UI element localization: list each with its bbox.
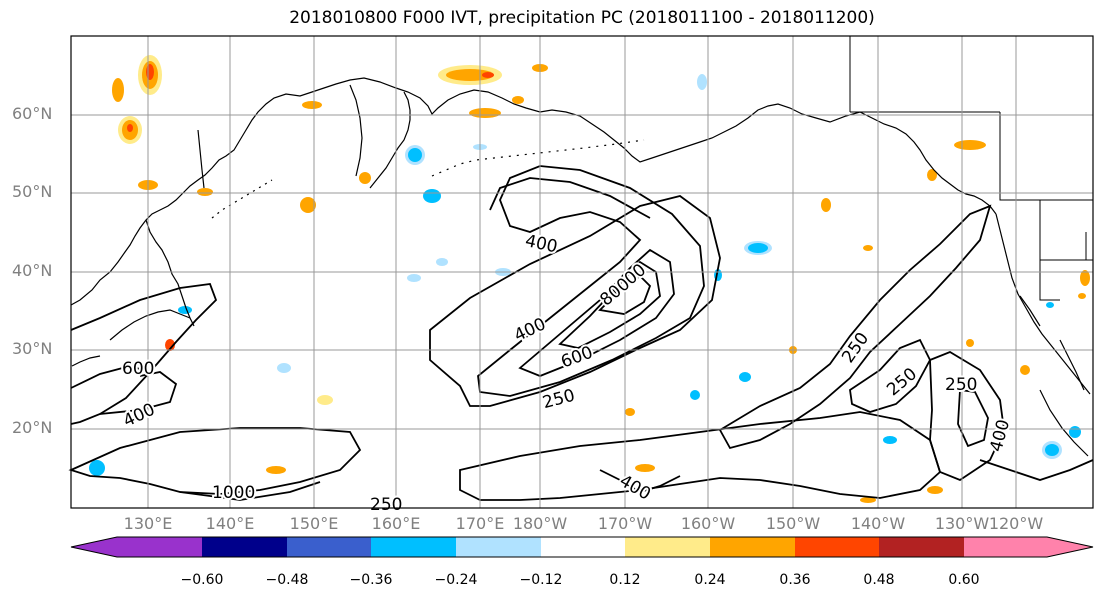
lon-label: 150°E [289,514,339,533]
colorbar-bin [117,537,202,557]
colorbar-tick-label: −0.12 [519,572,563,588]
colorbar-bin [795,537,879,557]
contour-label: 250 [370,495,402,515]
colorbar-tick-label: −0.48 [265,572,309,588]
map-border [70,35,1094,509]
colorbar-tick-label: 0.48 [863,572,895,588]
colorbar-tick-label: −0.24 [434,572,478,588]
lon-label: 140°W [850,514,906,533]
lat-label: 60°N [12,104,53,123]
lon-label: 120°W [988,514,1044,533]
lat-label: 30°N [12,339,53,358]
colorbar-tick-label: 0.36 [779,572,811,588]
lon-label: 160°W [680,514,736,533]
colorbar-bin [287,537,371,557]
lat-label: 50°N [12,182,53,201]
grid-lines [71,36,1093,508]
colorbar-tick-label: 0.24 [694,572,726,588]
lon-label: 170°E [455,514,505,533]
lon-label: 160°E [371,514,421,533]
lon-label: 130°E [123,514,173,533]
lon-label: 180°W [512,514,568,533]
colorbar-extend-low [71,537,117,557]
lon-label: 140°E [205,514,255,533]
lon-label: 130°W [934,514,990,533]
lon-label: 150°W [765,514,821,533]
colorbar-bin [541,537,625,557]
ivt-contours [68,165,1094,501]
colorbar-extend-high [1047,537,1093,557]
colorbar-bin [371,537,456,557]
political-borders [849,36,1093,301]
colorbar-bin [625,537,710,557]
contour-label: 250 [945,375,977,395]
lon-label: 170°W [597,514,653,533]
colorbar-bin [879,537,964,557]
contour-label: 600 [122,359,154,379]
lat-label: 20°N [12,418,53,437]
colorbar [70,536,1094,558]
contour-label: 1000 [212,483,255,503]
colorbar-outline [70,536,1094,558]
lat-label: 40°N [12,261,53,280]
colorbar-tick-label: 0.12 [609,572,641,588]
colorbar-bin [964,537,1047,557]
colorbar-bin [710,537,795,557]
colorbar-tick-label: 0.60 [948,572,980,588]
colorbar-bin [456,537,541,557]
page-title: 2018010800 F000 IVT, precipitation PC (2… [289,8,875,28]
colorbar-bin [202,537,287,557]
colorbar-tick-label: −0.36 [349,572,393,588]
colorbar-tick-label: −0.60 [180,572,224,588]
